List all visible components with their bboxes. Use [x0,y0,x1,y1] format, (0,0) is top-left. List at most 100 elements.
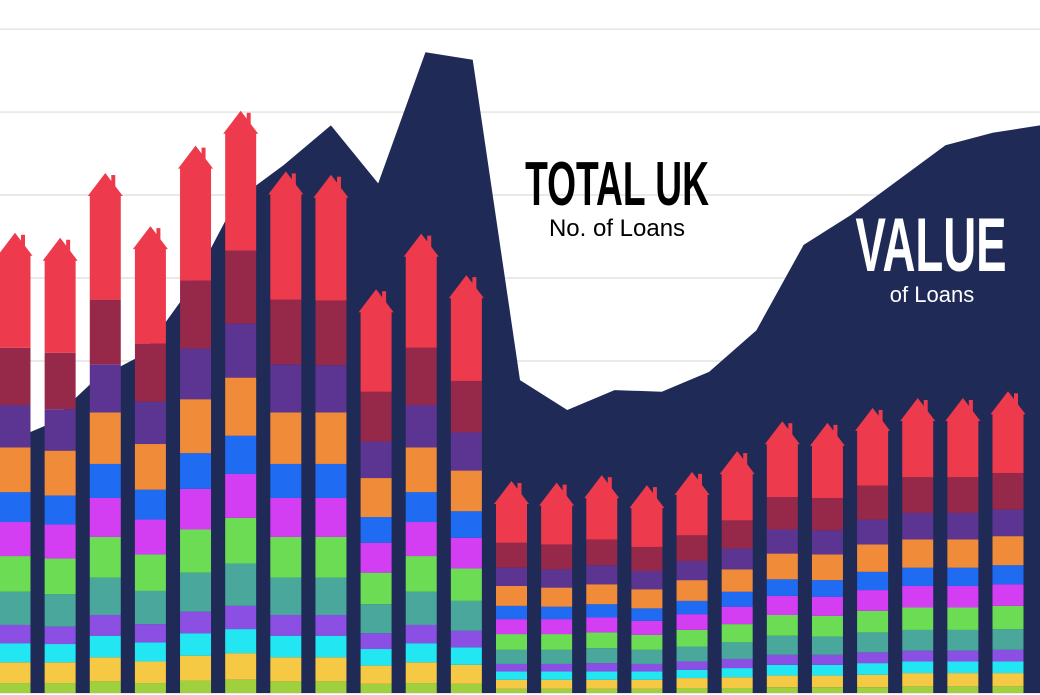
bar-segment [857,485,889,520]
bar-layer [0,110,1026,693]
bar-segment [721,569,753,592]
roof [629,485,665,509]
bar-segment [450,568,482,601]
bar-segment [89,299,121,365]
bar-segment [496,663,527,672]
bar-segment [405,405,437,448]
bar-segment [676,678,708,689]
bar-segment [315,365,347,413]
bar-segment [134,590,166,625]
bar-segment [541,544,573,570]
bar-segment [902,512,934,540]
bar-segment [0,347,31,406]
bar-segment [315,497,347,537]
chimney [562,484,567,497]
bar-segment [586,671,618,680]
bar-segment [0,405,31,448]
bar-segment [857,544,889,572]
bar-segment [811,444,843,498]
roof [178,145,214,169]
bar-segment [721,677,753,689]
roof [539,482,575,506]
bar-segment [134,519,166,555]
bar-segment [811,554,843,581]
bar-segment [721,668,753,678]
bar-segment [631,507,663,547]
bar-segment [811,615,843,637]
bar-segment [947,607,979,630]
bar-segment [270,299,302,365]
bar-segment [541,688,573,693]
bar-segment [721,473,753,521]
bar-segment [0,662,31,684]
bar-segment [89,614,121,636]
bar-segment [225,629,257,654]
bar-segment [134,489,166,520]
bar-segment [676,580,708,601]
bar-segment [89,497,121,537]
bar-segment [586,679,618,689]
bar-segment [902,419,934,478]
bar-segment [180,633,212,656]
bar-segment [811,497,843,531]
bar-segment [44,683,76,693]
bar-segment [902,567,934,586]
bar-segment [405,624,437,644]
bar-segment [89,463,121,498]
chimney [878,409,883,422]
bar-segment [450,630,482,648]
bar-segment [89,536,121,578]
title-group: TOTAL UK [525,149,709,218]
bar-segment [450,470,482,512]
roof [42,237,78,261]
bar-segment [180,348,212,400]
bar-segment [902,686,934,693]
bar-segment [857,429,889,486]
bar-segment [721,688,753,693]
bar-segment [902,607,934,630]
bar-segment [992,413,1024,474]
bar-segment [586,565,618,585]
bar-segment [992,565,1024,585]
bar-segment [721,624,753,643]
bar-segment [992,629,1024,650]
bar-segment [902,539,934,568]
bar-segment [496,634,527,650]
roof [0,232,33,256]
bar-segment [992,509,1024,537]
chimney [517,482,522,495]
bar-segment [541,634,573,650]
roof [448,275,484,299]
bar-segment [676,600,708,615]
area-subtitle: of Loans [890,282,974,307]
bar-segment [586,539,618,566]
bar-segment [405,492,437,523]
bar-segment [586,663,618,672]
bar-segment [270,635,302,658]
bar-segment [947,539,979,568]
bar-segment [134,661,166,684]
bar-segment [676,688,708,693]
bar-segment [541,569,573,588]
bar-segment [721,591,753,607]
bar-segment [631,649,663,664]
bar-segment [496,671,527,680]
chimney [1014,393,1018,406]
bar-segment [541,649,573,664]
bar-segment [44,644,76,663]
bar-segment [496,619,527,635]
bar-segment [766,443,798,498]
roof [403,233,439,257]
bar-segment [225,435,257,474]
bar-segment [857,652,889,664]
bar-segment [947,686,979,693]
bar-segment [134,683,166,693]
bar-segment [360,665,392,684]
chimney [291,173,296,186]
bar-segment [496,567,527,586]
bar-segment [541,619,573,635]
bar-segment [270,577,302,615]
bar-segment [586,648,618,664]
bar-segment [360,441,392,479]
bar-segment [360,542,392,573]
